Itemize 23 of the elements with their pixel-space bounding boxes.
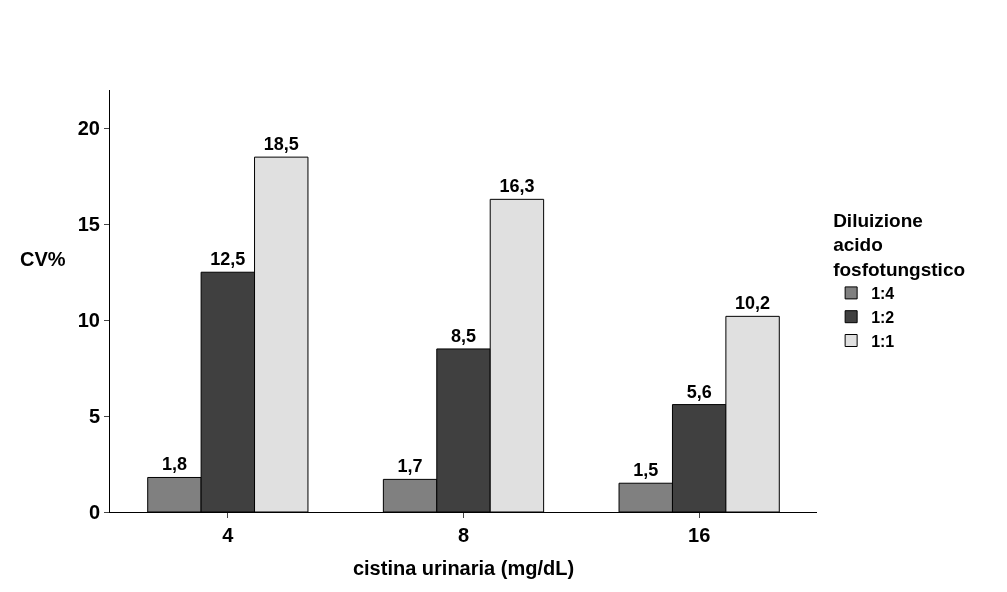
data-label: 10,2 [735, 293, 771, 314]
data-label: 18,5 [263, 134, 299, 155]
data-label: 1,7 [397, 456, 423, 477]
data-label: 16,3 [499, 176, 535, 197]
y-tick-label: 20 [77, 117, 100, 140]
data-label: 5,6 [686, 381, 712, 402]
y-tick-label: 10 [77, 309, 100, 332]
x-tick-label: 8 [457, 524, 470, 546]
y-tick-label: 0 [88, 501, 100, 523]
data-label: 1,5 [633, 460, 659, 481]
x-tick-label: 16 [688, 524, 711, 546]
y-tick-label: 15 [77, 213, 100, 236]
legend-label: 1:1 [871, 332, 895, 350]
data-label: 1,8 [161, 454, 187, 475]
data-label: 8,5 [450, 325, 477, 346]
legend-label: 1:4 [871, 285, 895, 303]
data-label: 12,5 [210, 249, 246, 270]
x-axis-title: cistina urinaria (mg/dL) [352, 556, 575, 579]
legend-title: Diluizione acido fosfotungstico [833, 209, 966, 280]
y-tick-label: 5 [88, 405, 100, 428]
legend-label: 1:2 [871, 308, 895, 326]
y-axis-title: CV% [20, 248, 66, 270]
x-tick-label: 4 [222, 524, 235, 546]
